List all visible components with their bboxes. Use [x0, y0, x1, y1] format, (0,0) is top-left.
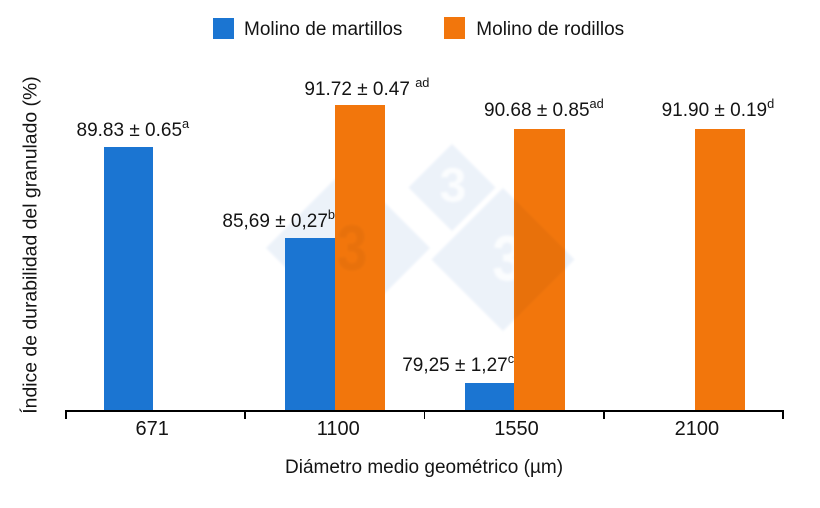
svg-text:3: 3 [440, 160, 467, 213]
svg-text:3: 3 [337, 212, 367, 284]
